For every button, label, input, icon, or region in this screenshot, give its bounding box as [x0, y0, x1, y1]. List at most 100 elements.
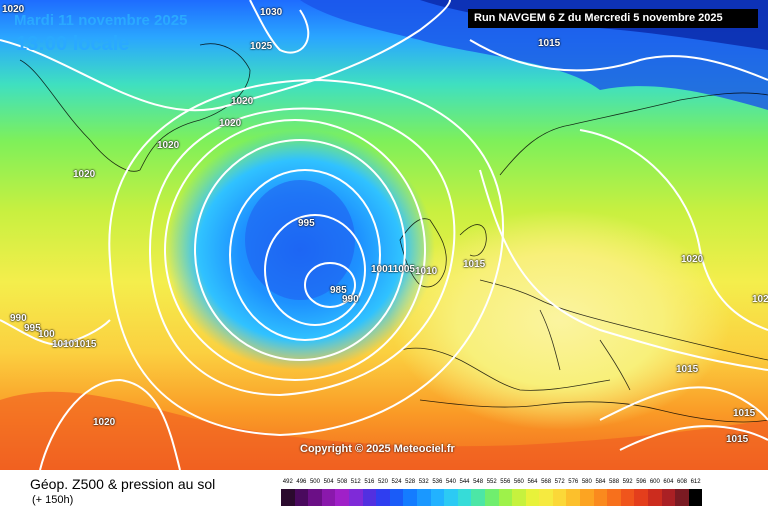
- legend-swatch: [362, 489, 377, 506]
- isobar-label: 1020: [2, 4, 25, 15]
- copyright: Copyright © 2025 Meteociel.fr: [300, 443, 455, 455]
- legend-swatch: [648, 489, 662, 506]
- legend-swatch: [512, 489, 526, 506]
- isobar-1025: [249, 0, 310, 54]
- legend-subtitle: (+ 150h): [32, 494, 74, 506]
- legend-tick-label: 520: [377, 479, 388, 485]
- isobar-995: [229, 169, 381, 341]
- legend-tick-label: 596: [636, 479, 647, 485]
- isobar-990: [264, 214, 366, 326]
- isobar-label: 1020: [681, 254, 704, 265]
- isobar-label: 10101015: [52, 339, 97, 350]
- legend-ticks: 492 496 500 504 508 512 516 520 524 528 532 536 540 5…: [281, 479, 702, 485]
- legend-swatch: [539, 489, 553, 506]
- legend-swatch: [552, 489, 567, 506]
- legend-swatch: [620, 489, 635, 506]
- legend-swatch: [593, 489, 608, 506]
- southern-warm-field: [0, 391, 768, 470]
- legend-swatch: [634, 489, 649, 506]
- legend-tick-label: 524: [391, 479, 402, 485]
- legend-swatch: [484, 489, 499, 506]
- isobar-label: 10011005: [371, 264, 415, 275]
- legend-swatch: [457, 489, 472, 506]
- legend-tick-label: 536: [432, 479, 443, 485]
- legend-swatch: [335, 489, 349, 506]
- isobars: [0, 0, 768, 470]
- isobar-1020-europe: [579, 129, 768, 331]
- legend-tick-label: 584: [595, 479, 606, 485]
- isobar-label: 985: [330, 285, 347, 296]
- isobar-1020-north: [0, 0, 451, 112]
- legend-tick-label: 540: [445, 479, 456, 485]
- isobar-label: 1015: [676, 364, 699, 375]
- legend-swatch: [607, 489, 621, 506]
- isobar-label: 1020: [73, 169, 96, 180]
- isobar-label: 990: [342, 294, 359, 305]
- isobar-label: 995: [298, 218, 315, 229]
- legend-tick-label: 592: [622, 479, 633, 485]
- legend-tick-label: 568: [541, 479, 552, 485]
- isobar-1015-europe: [479, 169, 768, 371]
- legend-swatch: [416, 489, 431, 506]
- europe-ridge-field: [390, 210, 730, 430]
- legend-tick-label: 564: [527, 479, 538, 485]
- isobar-label: 1015: [463, 259, 486, 270]
- isobar-985: [304, 262, 356, 308]
- atlantic-low-core: [245, 180, 355, 300]
- legend-swatch: [294, 489, 309, 506]
- legend-tick-label: 604: [663, 479, 674, 485]
- isobar-label: 1010: [415, 266, 438, 277]
- legend-swatch: [580, 489, 594, 506]
- legend-tick-label: 560: [513, 479, 524, 485]
- legend-tick-label: 492: [282, 479, 293, 485]
- legend-swatch: [281, 489, 295, 506]
- legend-tick-label: 612: [690, 479, 701, 485]
- legend-swatch: [675, 489, 689, 506]
- isobar-1015: [108, 78, 505, 437]
- isobar-label: 1020: [231, 96, 254, 107]
- isobar-label: 1020: [219, 118, 242, 129]
- legend-tick-label: 588: [609, 479, 620, 485]
- isobar-1015-se2: [619, 425, 768, 451]
- legend-swatch: [471, 489, 485, 506]
- coastlines: [19, 43, 768, 423]
- forecast-time: 13:00 locale: [16, 33, 130, 55]
- legend-tick-label: 512: [350, 479, 361, 485]
- isobar-1005: [164, 119, 426, 381]
- legend-tick-label: 600: [649, 479, 660, 485]
- isobar-1020-south: [39, 378, 181, 470]
- legend-tick-label: 544: [459, 479, 470, 485]
- legend-tick-label: 532: [418, 479, 429, 485]
- isobar-label: 1030: [260, 7, 283, 18]
- legend-tick-label: 508: [337, 479, 348, 485]
- legend-tick-label: 576: [568, 479, 579, 485]
- legend-tick-label: 572: [554, 479, 565, 485]
- legend-swatch: [348, 489, 363, 506]
- legend-swatch: [498, 489, 513, 506]
- isobar-label: 1015: [726, 434, 749, 445]
- isobar-label: 100: [38, 329, 55, 340]
- legend-swatch: [444, 489, 458, 506]
- legend-swatch: [430, 489, 445, 506]
- legend-tick-label: 556: [500, 479, 511, 485]
- legend-tick-label: 580: [581, 479, 592, 485]
- legend-tick-label: 548: [473, 479, 484, 485]
- isobar-1010: [148, 107, 456, 397]
- isobar-label: 995: [24, 323, 41, 334]
- isobar-label: 990: [10, 313, 27, 324]
- isobar-label: 1020: [93, 417, 116, 428]
- isobar-label: 1025: [250, 41, 273, 52]
- isobar-west: [0, 319, 111, 347]
- isobar-1000: [194, 139, 406, 361]
- legend-tick-label: 516: [364, 479, 375, 485]
- legend-tick-label: 528: [405, 479, 416, 485]
- legend-swatch: [308, 489, 322, 506]
- legend-tick-label: 552: [486, 479, 497, 485]
- isobar-label: 102: [752, 294, 768, 305]
- legend-swatch: [321, 489, 336, 506]
- legend-tick-label: 608: [677, 479, 688, 485]
- legend-title: Géop. Z500 & pression au sol: [30, 476, 216, 492]
- legend-tick-label: 504: [323, 479, 334, 485]
- legend-swatch: [389, 489, 404, 506]
